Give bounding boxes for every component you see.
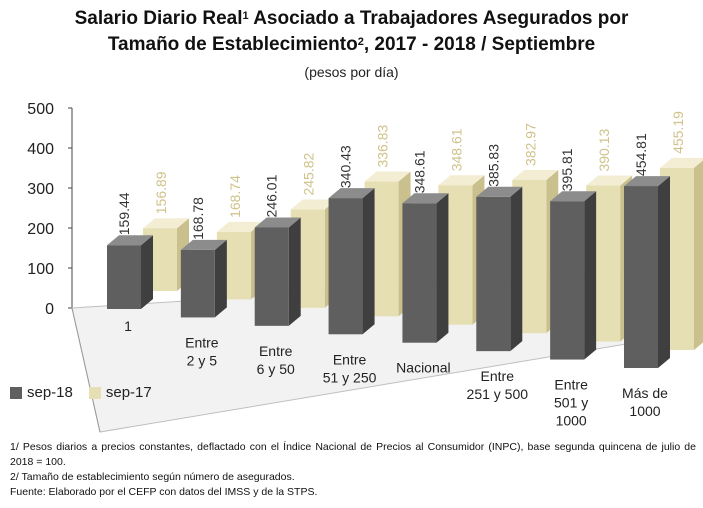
y-tick-label: 400 [27, 141, 54, 158]
data-label-sep18: 348.61 [411, 150, 427, 193]
bar-sep18 [254, 227, 289, 326]
bar-sep17-top [290, 199, 337, 210]
floor-left-edge [71, 307, 101, 433]
x-tick-label: Entre 251 y 500 [467, 368, 529, 402]
data-label-sep17: 455.19 [670, 111, 686, 154]
bar-sep18 [107, 245, 141, 309]
footnote-source: Fuente: Elaborado por el CEFP con datos … [10, 486, 318, 498]
x-tick-label: Nacional [396, 360, 450, 376]
bar-sep17-top [216, 221, 263, 232]
bar-sep18-side [510, 186, 523, 352]
x-tick-label-line: 1 [124, 318, 132, 334]
data-label-sep17: 382.97 [522, 123, 538, 166]
bar-sep17-top [143, 218, 189, 229]
y-tick-label: 200 [27, 221, 54, 238]
legend-label-sep18: sep-18 [27, 384, 73, 401]
bar-sep18 [624, 186, 658, 368]
bar-sep18-side [362, 188, 375, 335]
data-label-sep17: 156.89 [153, 171, 169, 214]
bar-sep18-top [254, 217, 301, 228]
footnotes: 1/ Pesos diarios a precios constantes, d… [10, 440, 696, 500]
bar-sep18-top [328, 188, 375, 199]
legend: sep-18 sep-17 [10, 384, 152, 401]
y-tick-label: 0 [45, 301, 54, 318]
data-label-sep17: 348.61 [448, 128, 464, 171]
bar-sep18-top [476, 186, 523, 197]
x-tick-label-line: 51 y 250 [323, 369, 377, 385]
bar-sep18-side [141, 235, 153, 309]
x-tick-label: Entre 6 y 50 [257, 343, 295, 377]
legend-label-sep17: sep-17 [105, 384, 152, 401]
legend-item-sep18: sep-18 [10, 384, 73, 401]
data-label-sep18: 395.81 [559, 148, 575, 191]
x-tick-label-line: Entre [481, 368, 515, 384]
footnote-2: 2/ Tamaño de establecimiento según númer… [10, 471, 295, 483]
x-tick-label-line: Entre [333, 351, 367, 367]
bar-sep18 [402, 203, 437, 343]
x-tick-label-line: 251 y 500 [467, 386, 529, 402]
y-tick-label: 100 [27, 261, 54, 278]
bar-sep18-top [180, 239, 227, 250]
x-tick-label-line: Entre [554, 377, 588, 393]
data-label-sep18: 159.44 [116, 192, 132, 235]
legend-swatch-sep17 [88, 386, 101, 399]
x-tick-label: Entre 501 y 1000 [554, 377, 588, 429]
x-tick-label-line: Nacional [396, 360, 450, 376]
legend-swatch-sep18 [10, 386, 22, 399]
bar-sep18-side [288, 217, 301, 326]
x-tick-label-line: Más de [622, 385, 668, 401]
title-line-1: Salario Diario Real1 Asociado a Trabajad… [74, 8, 629, 29]
bar-sep17-top [660, 157, 703, 168]
bar-sep18-side [214, 239, 227, 318]
data-label-sep18: 246.01 [264, 174, 280, 217]
bar-sep17-side [694, 160, 703, 350]
bar-sep18-top [402, 193, 449, 204]
footnote-1: 1/ Pesos diarios a precios constantes, d… [10, 441, 696, 468]
data-label-sep17: 245.82 [301, 152, 317, 195]
x-tick-label: Entre 2 y 5 [185, 334, 219, 368]
data-label-sep18: 340.43 [338, 145, 354, 188]
x-tick-label-line: 1000 [629, 403, 660, 419]
title-line-2: Tamaño de Establecimiento2, 2017 - 2018 … [107, 34, 596, 55]
y-tick-label: 300 [27, 181, 54, 198]
bar-sep17-top [586, 175, 633, 186]
bar-sep17-top [512, 169, 559, 180]
data-label-sep18: 454.81 [633, 133, 649, 176]
x-tick-label: Más de 1000 [622, 385, 668, 419]
bar-sep18-side [584, 191, 597, 360]
bar-sep18-top [107, 235, 153, 246]
bar-sep18 [180, 249, 215, 318]
y-tick-label: 500 [27, 101, 54, 118]
x-tick-label: Entre 51 y 250 [323, 351, 377, 385]
data-label-sep18: 385.83 [485, 144, 501, 187]
x-tick-label-line: 6 y 50 [257, 361, 295, 377]
bar-sep18-top [550, 191, 597, 202]
bar-sep18-side [658, 176, 670, 368]
x-tick-label-line: Entre [185, 334, 219, 350]
x-tick-label-line: Entre [259, 343, 293, 359]
bar-sep18 [550, 201, 585, 360]
data-label-sep17: 168.74 [227, 175, 243, 218]
bar-sep18-side [436, 193, 449, 343]
bar-sep17-top [438, 175, 485, 186]
bar-sep18-top [624, 176, 670, 187]
bar-chart: 0 100 200 300 400 500 156.89 159.44 1 168.74 168.7… [27, 101, 703, 433]
chart-title: Salario Diario Real1 Asociado a Trabajad… [0, 6, 703, 58]
data-label-sep17: 390.13 [596, 128, 612, 171]
x-tick-label-line: 2 y 5 [187, 352, 218, 368]
x-tick-label-line: 1000 [556, 413, 587, 429]
x-tick-label-line: 501 y [554, 395, 588, 411]
data-label-sep17: 336.83 [375, 125, 391, 168]
bar-sep18 [328, 198, 363, 335]
legend-item-sep17: sep-17 [88, 384, 152, 401]
bar-sep17-top [364, 171, 411, 182]
chart-subtitle: (pesos por día) [304, 64, 399, 80]
data-label-sep18: 168.78 [190, 197, 206, 240]
bar-sep18 [476, 196, 511, 352]
x-tick-label: 1 [124, 318, 132, 334]
